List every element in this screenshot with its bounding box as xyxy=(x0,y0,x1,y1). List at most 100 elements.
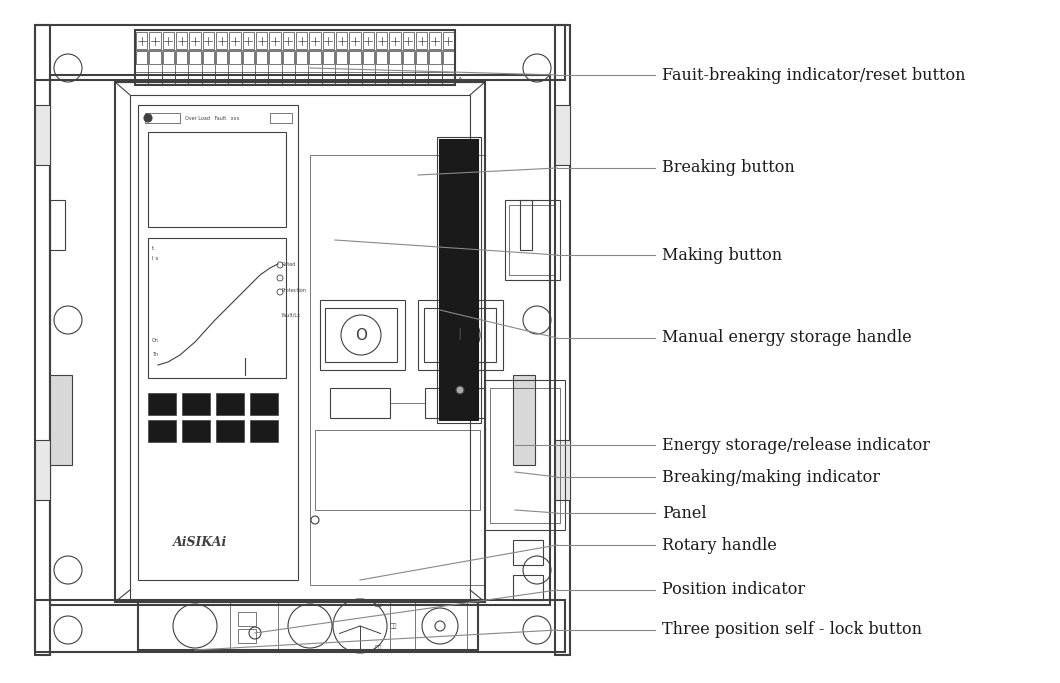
Text: Manual energy storage handle: Manual energy storage handle xyxy=(662,329,912,346)
Bar xyxy=(315,430,480,510)
Bar xyxy=(424,308,496,362)
Bar xyxy=(257,32,267,49)
Text: O: O xyxy=(355,328,367,342)
Bar xyxy=(148,393,176,415)
Text: A: A xyxy=(458,77,463,83)
Bar xyxy=(148,238,286,378)
Bar xyxy=(283,51,294,64)
Bar xyxy=(229,32,241,49)
Bar xyxy=(418,300,504,370)
Text: 连接: 连接 xyxy=(374,601,382,607)
Bar xyxy=(35,25,565,80)
Text: t: t xyxy=(152,245,154,251)
Bar xyxy=(310,51,321,64)
Bar xyxy=(238,612,257,626)
Bar xyxy=(145,113,180,123)
Bar xyxy=(148,420,176,442)
Bar xyxy=(136,32,147,49)
Text: On: On xyxy=(152,337,159,342)
Bar xyxy=(138,602,478,650)
Bar xyxy=(50,200,65,250)
Bar xyxy=(310,155,485,585)
Bar xyxy=(176,32,188,49)
Circle shape xyxy=(456,386,464,394)
Text: Rated: Rated xyxy=(282,262,297,268)
Text: Breaking button: Breaking button xyxy=(662,160,795,176)
Bar xyxy=(416,32,427,49)
Text: Protection: Protection xyxy=(282,288,307,292)
Bar xyxy=(325,308,398,362)
Bar xyxy=(310,32,321,49)
Bar xyxy=(350,32,360,49)
Bar xyxy=(243,51,254,64)
Bar xyxy=(513,575,543,600)
Text: Energy storage/release indicator: Energy storage/release indicator xyxy=(662,436,930,454)
Bar xyxy=(135,72,455,84)
Bar xyxy=(182,393,210,415)
Text: Rotary handle: Rotary handle xyxy=(662,537,777,553)
Bar xyxy=(148,132,286,227)
Bar xyxy=(513,540,543,565)
Bar xyxy=(336,32,348,49)
Bar xyxy=(389,51,401,64)
Bar xyxy=(216,420,244,442)
Bar xyxy=(114,82,485,602)
Bar xyxy=(190,51,200,64)
Bar xyxy=(429,32,441,49)
Bar xyxy=(35,105,50,165)
Bar xyxy=(443,51,454,64)
Bar xyxy=(296,51,307,64)
Text: Position indicator: Position indicator xyxy=(662,581,806,598)
Bar xyxy=(202,51,214,64)
Bar xyxy=(322,51,334,64)
Bar xyxy=(50,75,550,605)
Bar xyxy=(269,32,281,49)
Bar xyxy=(50,375,72,465)
Bar xyxy=(555,25,570,655)
Bar xyxy=(322,32,334,49)
Bar xyxy=(513,375,535,465)
Bar xyxy=(363,51,374,64)
Bar xyxy=(190,32,200,49)
Bar xyxy=(135,30,455,85)
Bar xyxy=(425,388,485,418)
Bar xyxy=(35,600,565,652)
Bar xyxy=(490,388,560,523)
Text: Three position self - lock button: Three position self - lock button xyxy=(662,622,922,639)
Bar xyxy=(505,200,560,280)
Text: 试验: 试验 xyxy=(390,623,398,629)
Bar xyxy=(270,113,292,123)
Bar xyxy=(440,140,478,420)
Bar xyxy=(509,205,555,275)
Text: Tn: Tn xyxy=(152,352,158,357)
Text: Making button: Making button xyxy=(662,247,782,264)
Bar xyxy=(296,32,307,49)
Bar xyxy=(136,51,147,64)
Text: I: I xyxy=(458,328,462,342)
Bar xyxy=(555,440,570,500)
Circle shape xyxy=(144,114,152,122)
Bar xyxy=(376,32,387,49)
Bar xyxy=(238,629,257,643)
Bar xyxy=(176,51,188,64)
Bar xyxy=(243,32,254,49)
Bar xyxy=(35,25,50,655)
Bar xyxy=(202,32,214,49)
Text: Panel: Panel xyxy=(662,505,707,522)
Text: Fault/Lx: Fault/Lx xyxy=(282,313,301,318)
Bar xyxy=(149,51,161,64)
Bar xyxy=(416,51,427,64)
Bar xyxy=(138,105,298,580)
Bar xyxy=(216,51,227,64)
Bar xyxy=(162,32,174,49)
Bar xyxy=(520,200,532,250)
Bar xyxy=(250,420,278,442)
Bar xyxy=(485,380,565,530)
Bar xyxy=(403,32,414,49)
Bar xyxy=(403,51,414,64)
Text: AiSIKAi: AiSIKAi xyxy=(173,537,227,550)
Text: Breaking/making indicator: Breaking/making indicator xyxy=(662,469,880,486)
Bar xyxy=(149,32,161,49)
Bar xyxy=(216,393,244,415)
Bar xyxy=(162,51,174,64)
